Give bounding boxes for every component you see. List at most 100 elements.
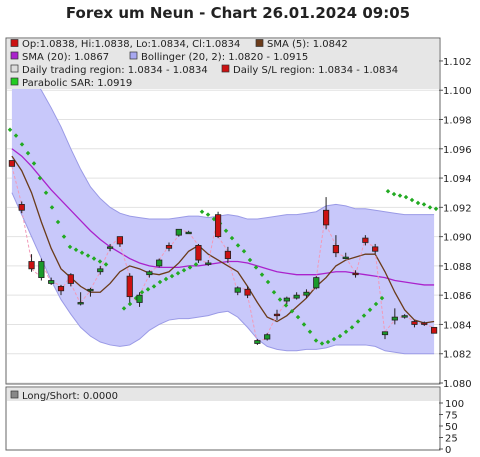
psar-dot — [367, 307, 373, 313]
psar-dot — [151, 284, 157, 289]
candle-body — [401, 315, 408, 318]
candle-gap-line — [11, 166, 23, 205]
candle-gap-line — [90, 271, 101, 290]
psar-dot — [181, 268, 187, 273]
sub-y-tick-label: 100 — [445, 399, 464, 410]
candle-gap-line — [384, 319, 396, 333]
legend-sma5: SMA (5): 1.0842 — [267, 39, 348, 50]
candle-body — [254, 340, 261, 344]
psar-dot — [145, 287, 151, 292]
psar-dot — [193, 262, 199, 267]
psar-dot — [349, 325, 355, 330]
candle-gap-line — [325, 224, 337, 246]
psar-dot — [331, 336, 337, 342]
candle-body — [214, 214, 222, 238]
legend-swatch-ohlc — [10, 39, 19, 47]
candle-body — [185, 231, 192, 235]
candle-gap-line — [276, 300, 288, 316]
psar-dot — [301, 322, 307, 327]
candle-gap-line — [21, 210, 33, 262]
psar-dot — [403, 194, 409, 200]
y-tick-label: 1.088 — [443, 262, 472, 273]
candle-body — [106, 246, 114, 249]
sub-y-tick-label: 50 — [445, 422, 458, 433]
bollinger-band-fill — [11, 68, 435, 354]
candle-body — [362, 237, 369, 243]
candle-body — [411, 321, 418, 325]
candle-gap-line — [188, 231, 199, 246]
psar-dot — [373, 301, 379, 307]
candle-body — [57, 285, 65, 292]
candle-body — [430, 326, 438, 334]
y-tick-label: 1.102 — [443, 57, 472, 68]
candle-gap-line — [198, 259, 209, 264]
candle-body — [264, 334, 271, 340]
y-tick-label: 1.098 — [443, 116, 472, 127]
candle-body — [175, 228, 182, 236]
psar-dot — [163, 276, 169, 282]
psar-dot — [361, 313, 367, 318]
psar-dot — [283, 303, 289, 308]
sub-panel-label: Long/Short: 0.0000 — [22, 391, 118, 402]
psar-dot — [67, 244, 73, 250]
psar-dot — [175, 270, 181, 276]
y-tick-label: 1.090 — [443, 233, 472, 244]
candle-body — [283, 297, 290, 302]
legend-daily-sl: Daily S/L region: 1.0834 - 1.0834 — [233, 65, 398, 76]
candle-body — [332, 244, 340, 254]
psar-dot — [427, 205, 433, 210]
psar-dot — [259, 272, 265, 277]
psar-dot — [415, 200, 421, 206]
legend: Op:1.0838, Hi:1.0838, Lo:1.0834, Cl:1.08… — [10, 39, 398, 89]
candle-body — [156, 259, 163, 267]
legend-bollinger: Bollinger (20, 2): 1.0820 - 1.0915 — [141, 52, 308, 63]
psar-dot — [37, 175, 43, 181]
psar-dot — [337, 333, 343, 339]
candle-body — [8, 160, 16, 167]
sub-y-tick-label: 25 — [445, 434, 458, 445]
candle-gap-line — [217, 236, 229, 252]
series-layer — [7, 67, 439, 355]
candle-gap-line — [266, 313, 278, 335]
candle-body — [77, 302, 84, 305]
candle-gap-line — [129, 296, 140, 303]
candle-body — [372, 246, 379, 252]
psar-dot — [409, 197, 415, 203]
legend-psar: Parabolic SAR: 1.0919 — [22, 78, 132, 89]
psar-dot — [355, 319, 361, 324]
legend-swatch-longshort — [10, 390, 19, 399]
psar-dot — [157, 279, 163, 285]
legend-swatch-psar — [10, 77, 19, 86]
candle-gap-line — [119, 243, 131, 277]
psar-dot — [391, 191, 397, 197]
psar-dot — [289, 309, 295, 314]
y-tick-label: 1.080 — [443, 379, 472, 390]
psar-dot — [325, 339, 331, 345]
candle-body — [18, 204, 25, 211]
sub-y-tick-label: 75 — [445, 411, 458, 422]
candle-body — [322, 209, 330, 226]
candle-body — [391, 316, 398, 321]
psar-dot — [127, 301, 133, 307]
candle-gap-line — [306, 287, 317, 293]
candle-body — [97, 268, 104, 273]
legend-swatch-sma20 — [10, 51, 19, 60]
candle-body — [224, 250, 232, 259]
legend-swatch-daily-sl — [221, 64, 230, 73]
candle-gap-line — [80, 290, 91, 303]
y-tick-label: 1.094 — [443, 174, 472, 185]
candle-body — [136, 294, 143, 303]
sub-legend-box — [7, 388, 439, 401]
bollinger-upper-line — [11, 67, 435, 220]
y-tick-label: 1.082 — [443, 350, 472, 361]
legend-swatch-sma5 — [255, 39, 264, 47]
y-tick-label: 1.100 — [443, 86, 472, 97]
candle-gap-line — [365, 242, 376, 248]
y-axis: 1.102 1.100 1.098 1.096 1.094 1.092 1.090 1.088… — [439, 57, 472, 390]
candle-gap-line — [355, 237, 366, 275]
candle-gap-line — [247, 295, 258, 344]
candle-body — [67, 274, 74, 284]
legend-daily-trading: Daily trading region: 1.0834 - 1.0834 — [22, 65, 208, 76]
